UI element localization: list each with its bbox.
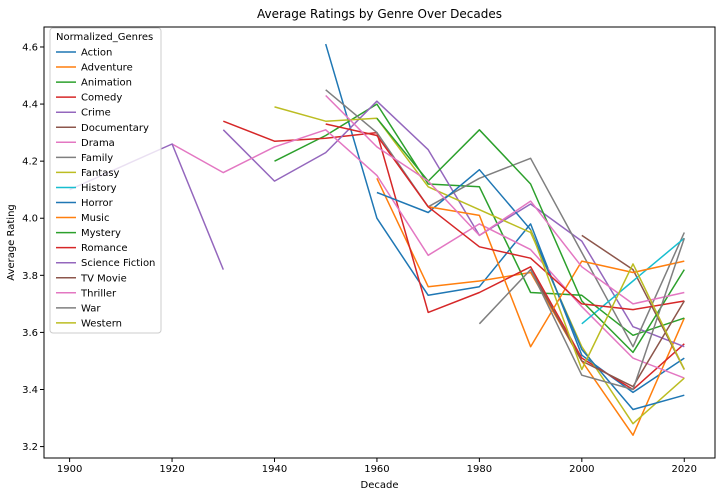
y-axis-label: Average Rating (6, 204, 17, 280)
x-tick-label: 1940 (262, 464, 287, 475)
y-tick-label: 3.8 (22, 271, 38, 282)
legend-label-fantasy: Fantasy (81, 168, 120, 179)
legend-label-science-fiction: Science Fiction (81, 258, 155, 269)
series-line-adventure (376, 177, 685, 436)
legend: Normalized_Genres Action Adventure Animati… (49, 27, 162, 334)
x-tick-label: 1980 (467, 464, 492, 475)
series-line-action (324, 43, 685, 394)
series-line-documentary (581, 234, 685, 370)
y-tick-label: 4.0 (22, 214, 38, 225)
x-tick-label: 1960 (364, 464, 389, 475)
y-tick-label: 4.2 (22, 157, 38, 168)
y-tick-label: 4.4 (22, 100, 38, 111)
y-tick-label: 3.4 (22, 385, 38, 396)
legend-items: Action Adventure Animation Comedy Crime Docum… (56, 48, 155, 329)
plot-frame (43, 26, 716, 459)
legend-label-horror: Horror (81, 198, 114, 209)
series-line-war (478, 237, 686, 391)
series-line-animation (274, 103, 685, 337)
legend-frame (49, 27, 162, 334)
series-line-fantasy (274, 106, 685, 425)
series-line-romance (325, 123, 685, 311)
chart-title: Average Ratings by Genre Over Decades (257, 7, 502, 21)
x-tick-label: 1920 (159, 464, 184, 475)
legend-label-animation: Animation (81, 78, 132, 89)
legend-label-adventure: Adventure (81, 63, 133, 74)
legend-label-tv-movie: TV Movie (80, 273, 127, 284)
series-line-western (529, 229, 685, 371)
x-tick-label: 2020 (672, 464, 697, 475)
legend-label-drama: Drama (81, 138, 115, 149)
series-line-music (428, 206, 685, 348)
y-tick-label: 3.2 (22, 442, 38, 453)
series-line-drama (171, 129, 685, 379)
legend-label-music: Music (81, 213, 109, 224)
legend-label-history: History (81, 183, 117, 194)
legend-label-family: Family (81, 153, 113, 164)
legend-label-mystery: Mystery (81, 228, 121, 239)
series-line-thriller (325, 94, 685, 305)
legend-label-thriller: Thriller (80, 288, 117, 299)
legend-label-comedy: Comedy (81, 93, 122, 104)
series-layer (69, 43, 686, 436)
legend-label-western: Western (81, 318, 122, 329)
series-line-family (325, 89, 685, 348)
series-line-tv-movie (529, 269, 685, 388)
legend-label-documentary: Documentary (81, 123, 149, 134)
legend-label-crime: Crime (81, 108, 111, 119)
x-axis-label: Decade (361, 480, 399, 491)
legend-title: Normalized_Genres (56, 32, 153, 43)
legend-label-romance: Romance (81, 243, 127, 254)
y-tick-label: 3.6 (22, 328, 38, 339)
legend-label-war: War (81, 303, 101, 314)
x-tick-label: 1900 (57, 464, 82, 475)
series-line-history (581, 237, 685, 325)
legend-label-action: Action (81, 48, 112, 59)
axes-layer: 1900 1920 1940 1960 1980 2000 2020 3.2 3.4 3.6 3.8… (22, 42, 697, 475)
x-tick-label: 2000 (569, 464, 594, 475)
y-tick-label: 4.6 (22, 42, 38, 53)
